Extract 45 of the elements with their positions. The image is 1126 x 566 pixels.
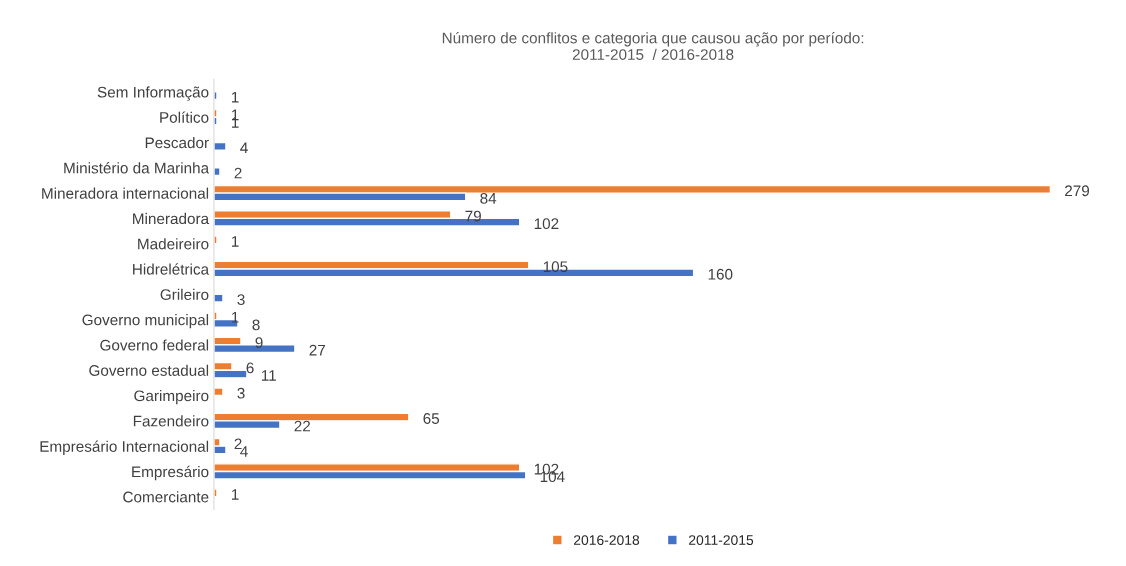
y-tick-label: Mineradora — [133, 212, 210, 225]
legend-label: 2016-2018 — [573, 535, 640, 546]
data-label: 84 — [480, 192, 497, 204]
y-tick-label: Hidrelétrica — [133, 263, 210, 275]
data-label: 3 — [237, 387, 245, 399]
y-tick-label: Ministério da Marinha — [64, 162, 210, 174]
y-tick-label: Garimpeiro — [134, 390, 209, 405]
data-label: 1 — [231, 236, 239, 247]
y-tick-label: Governo estadual — [89, 364, 209, 376]
data-label: 2 — [234, 438, 242, 450]
y-tick-label: Fazendeiro — [133, 415, 209, 427]
y-tick-label: Governo municipal — [82, 314, 209, 329]
y-tick-label: Político — [160, 111, 209, 123]
bar — [213, 387, 224, 397]
y-tick-label: Mineradora internacional — [42, 187, 209, 199]
bar — [213, 293, 224, 303]
y-tick-label: Grileiro — [160, 288, 209, 301]
y-tick-label: Madeireiro — [138, 238, 209, 250]
data-label: 1 — [231, 489, 239, 500]
data-label: 6 — [246, 362, 254, 374]
y-tick-label: Pescador — [145, 136, 209, 149]
data-label: 1 — [231, 91, 239, 103]
y-tick-label: Empresário Internacional — [40, 440, 209, 455]
y-tick-label: Sem Informação — [97, 86, 209, 101]
data-label: 102 — [534, 218, 559, 230]
data-label: 65 — [423, 413, 440, 424]
data-label: 8 — [252, 319, 260, 331]
data-label: 105 — [543, 261, 568, 273]
chart-title: Número de conflitos e categoria que causou ação por período: 2011-2015 / 2016-2018 — [442, 32, 864, 60]
data-label: 160 — [708, 268, 733, 280]
data-label: 11 — [261, 370, 276, 381]
y-tick-label: Comerciante — [123, 491, 209, 503]
data-label: 279 — [1065, 185, 1090, 197]
data-label: 9 — [255, 337, 263, 349]
bar — [213, 141, 227, 151]
y-tick-label: Empresário — [132, 465, 209, 481]
y-tick-label: Governo federal — [100, 339, 209, 351]
data-label: 4 — [240, 446, 248, 457]
bar — [213, 167, 221, 177]
legend-label: 2011-2015 — [689, 535, 754, 546]
data-label: 27 — [309, 344, 325, 356]
data-label: 4 — [240, 142, 248, 154]
data-label: 22 — [294, 420, 311, 432]
data-label: 3 — [237, 294, 245, 305]
data-label: 2 — [234, 167, 242, 179]
